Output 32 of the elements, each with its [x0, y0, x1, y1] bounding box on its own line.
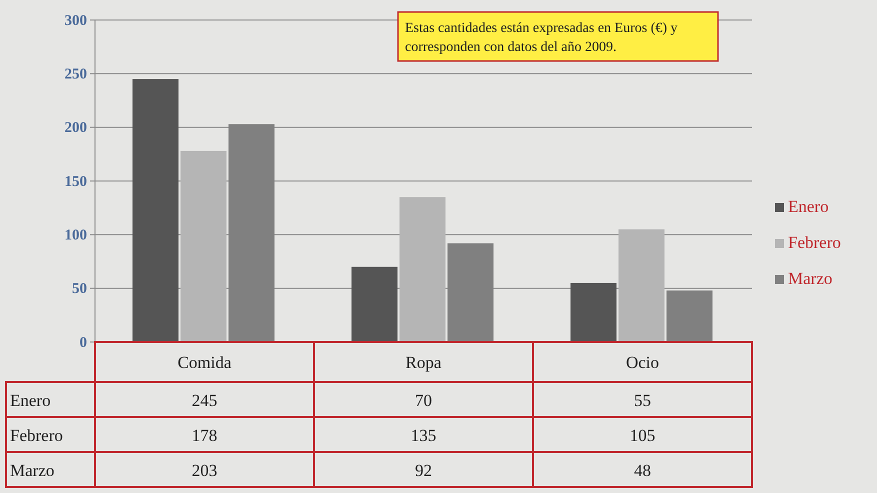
data-label: 135	[410, 426, 436, 445]
y-tick-label: 0	[80, 334, 87, 351]
bar	[352, 266, 398, 342]
y-tick-label: 50	[72, 281, 87, 298]
x-tick-label: Comida	[178, 353, 232, 372]
bar	[618, 229, 664, 342]
legend-label: Febrero	[788, 233, 841, 252]
y-tick-label: 100	[64, 227, 87, 244]
y-tick-label: 300	[64, 12, 87, 29]
data-label: 70	[415, 391, 432, 410]
data-label: 105	[630, 426, 656, 445]
bar	[180, 150, 226, 342]
y-tick-label: 200	[64, 120, 87, 136]
bar	[570, 282, 616, 342]
bar	[400, 197, 446, 342]
text: Marzo	[10, 461, 54, 480]
data-label: 55	[634, 391, 651, 410]
x-tick-label: Ropa	[406, 353, 442, 372]
bar	[132, 79, 178, 342]
data-label: 245	[192, 391, 218, 410]
legend-label: Enero	[788, 197, 829, 216]
data-label: 48	[634, 461, 651, 480]
y-tick-label: 150	[64, 174, 87, 190]
text: Enero	[10, 391, 51, 410]
legend-label: Marzo	[788, 269, 832, 288]
data-label: 178	[192, 426, 218, 445]
data-label: 92	[415, 461, 432, 480]
x-tick-label: Ocio	[626, 353, 660, 372]
y-tick-label: 250	[64, 66, 87, 82]
data-label: 203	[192, 461, 218, 480]
text: Febrero	[10, 426, 63, 445]
annotation: Estas cantidades están expresadas en Euros (€) y corresponden con datos del año 2009.	[405, 21, 678, 55]
